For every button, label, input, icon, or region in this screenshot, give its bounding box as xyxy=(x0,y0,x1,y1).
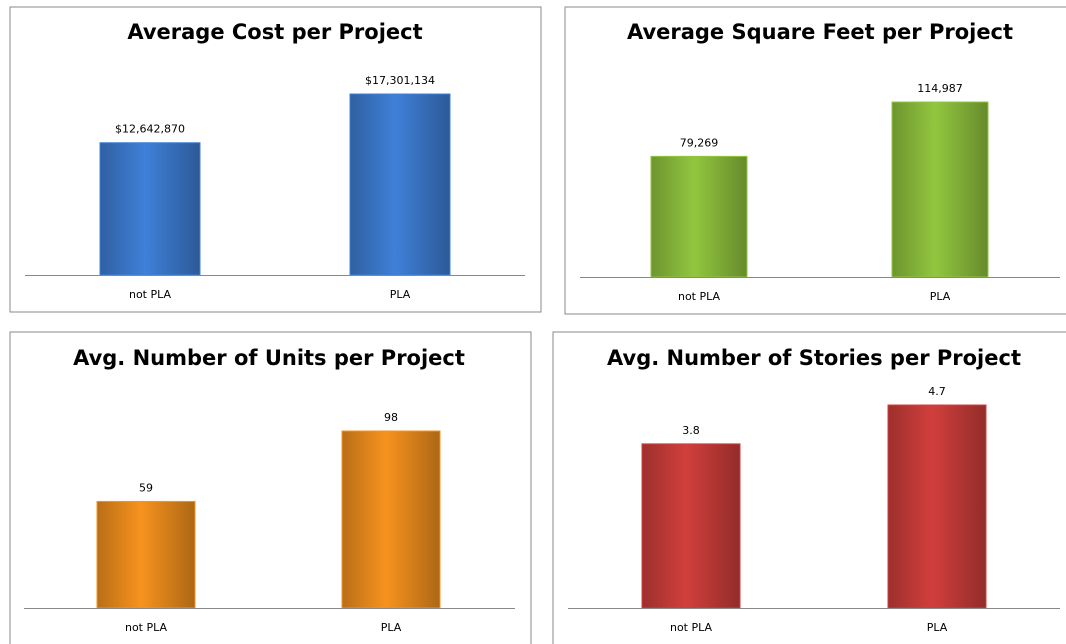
x-tick-label: not PLA xyxy=(129,288,172,301)
x-tick-label: PLA xyxy=(930,290,951,303)
value-label: 98 xyxy=(384,411,398,424)
bar xyxy=(891,101,989,278)
value-label: 3.8 xyxy=(682,424,700,437)
x-tick-label: not PLA xyxy=(125,621,168,634)
bar xyxy=(887,404,987,609)
panel xyxy=(9,331,532,644)
x-tick-label: PLA xyxy=(927,621,948,634)
bar xyxy=(349,93,451,276)
chart-title: Avg. Number of Units per Project xyxy=(73,346,465,370)
bar xyxy=(99,142,201,276)
chart-title: Average Cost per Project xyxy=(127,20,422,44)
panel xyxy=(552,331,1066,644)
value-label: 4.7 xyxy=(928,385,946,398)
chart-title: Average Square Feet per Project xyxy=(627,20,1013,44)
panel xyxy=(9,6,542,313)
x-tick-label: PLA xyxy=(390,288,411,301)
bar xyxy=(641,443,741,609)
bar xyxy=(650,155,748,278)
value-label: 114,987 xyxy=(917,82,963,95)
value-label: $17,301,134 xyxy=(365,74,435,87)
bar xyxy=(96,500,196,609)
x-tick-label: not PLA xyxy=(678,290,721,303)
bar xyxy=(341,430,441,609)
x-tick-label: not PLA xyxy=(670,621,713,634)
value-label: 79,269 xyxy=(680,136,719,149)
x-tick-label: PLA xyxy=(381,621,402,634)
value-label: $12,642,870 xyxy=(115,123,185,136)
chart-title: Avg. Number of Stories per Project xyxy=(607,346,1021,370)
value-label: 59 xyxy=(139,481,153,494)
panel xyxy=(564,6,1066,315)
